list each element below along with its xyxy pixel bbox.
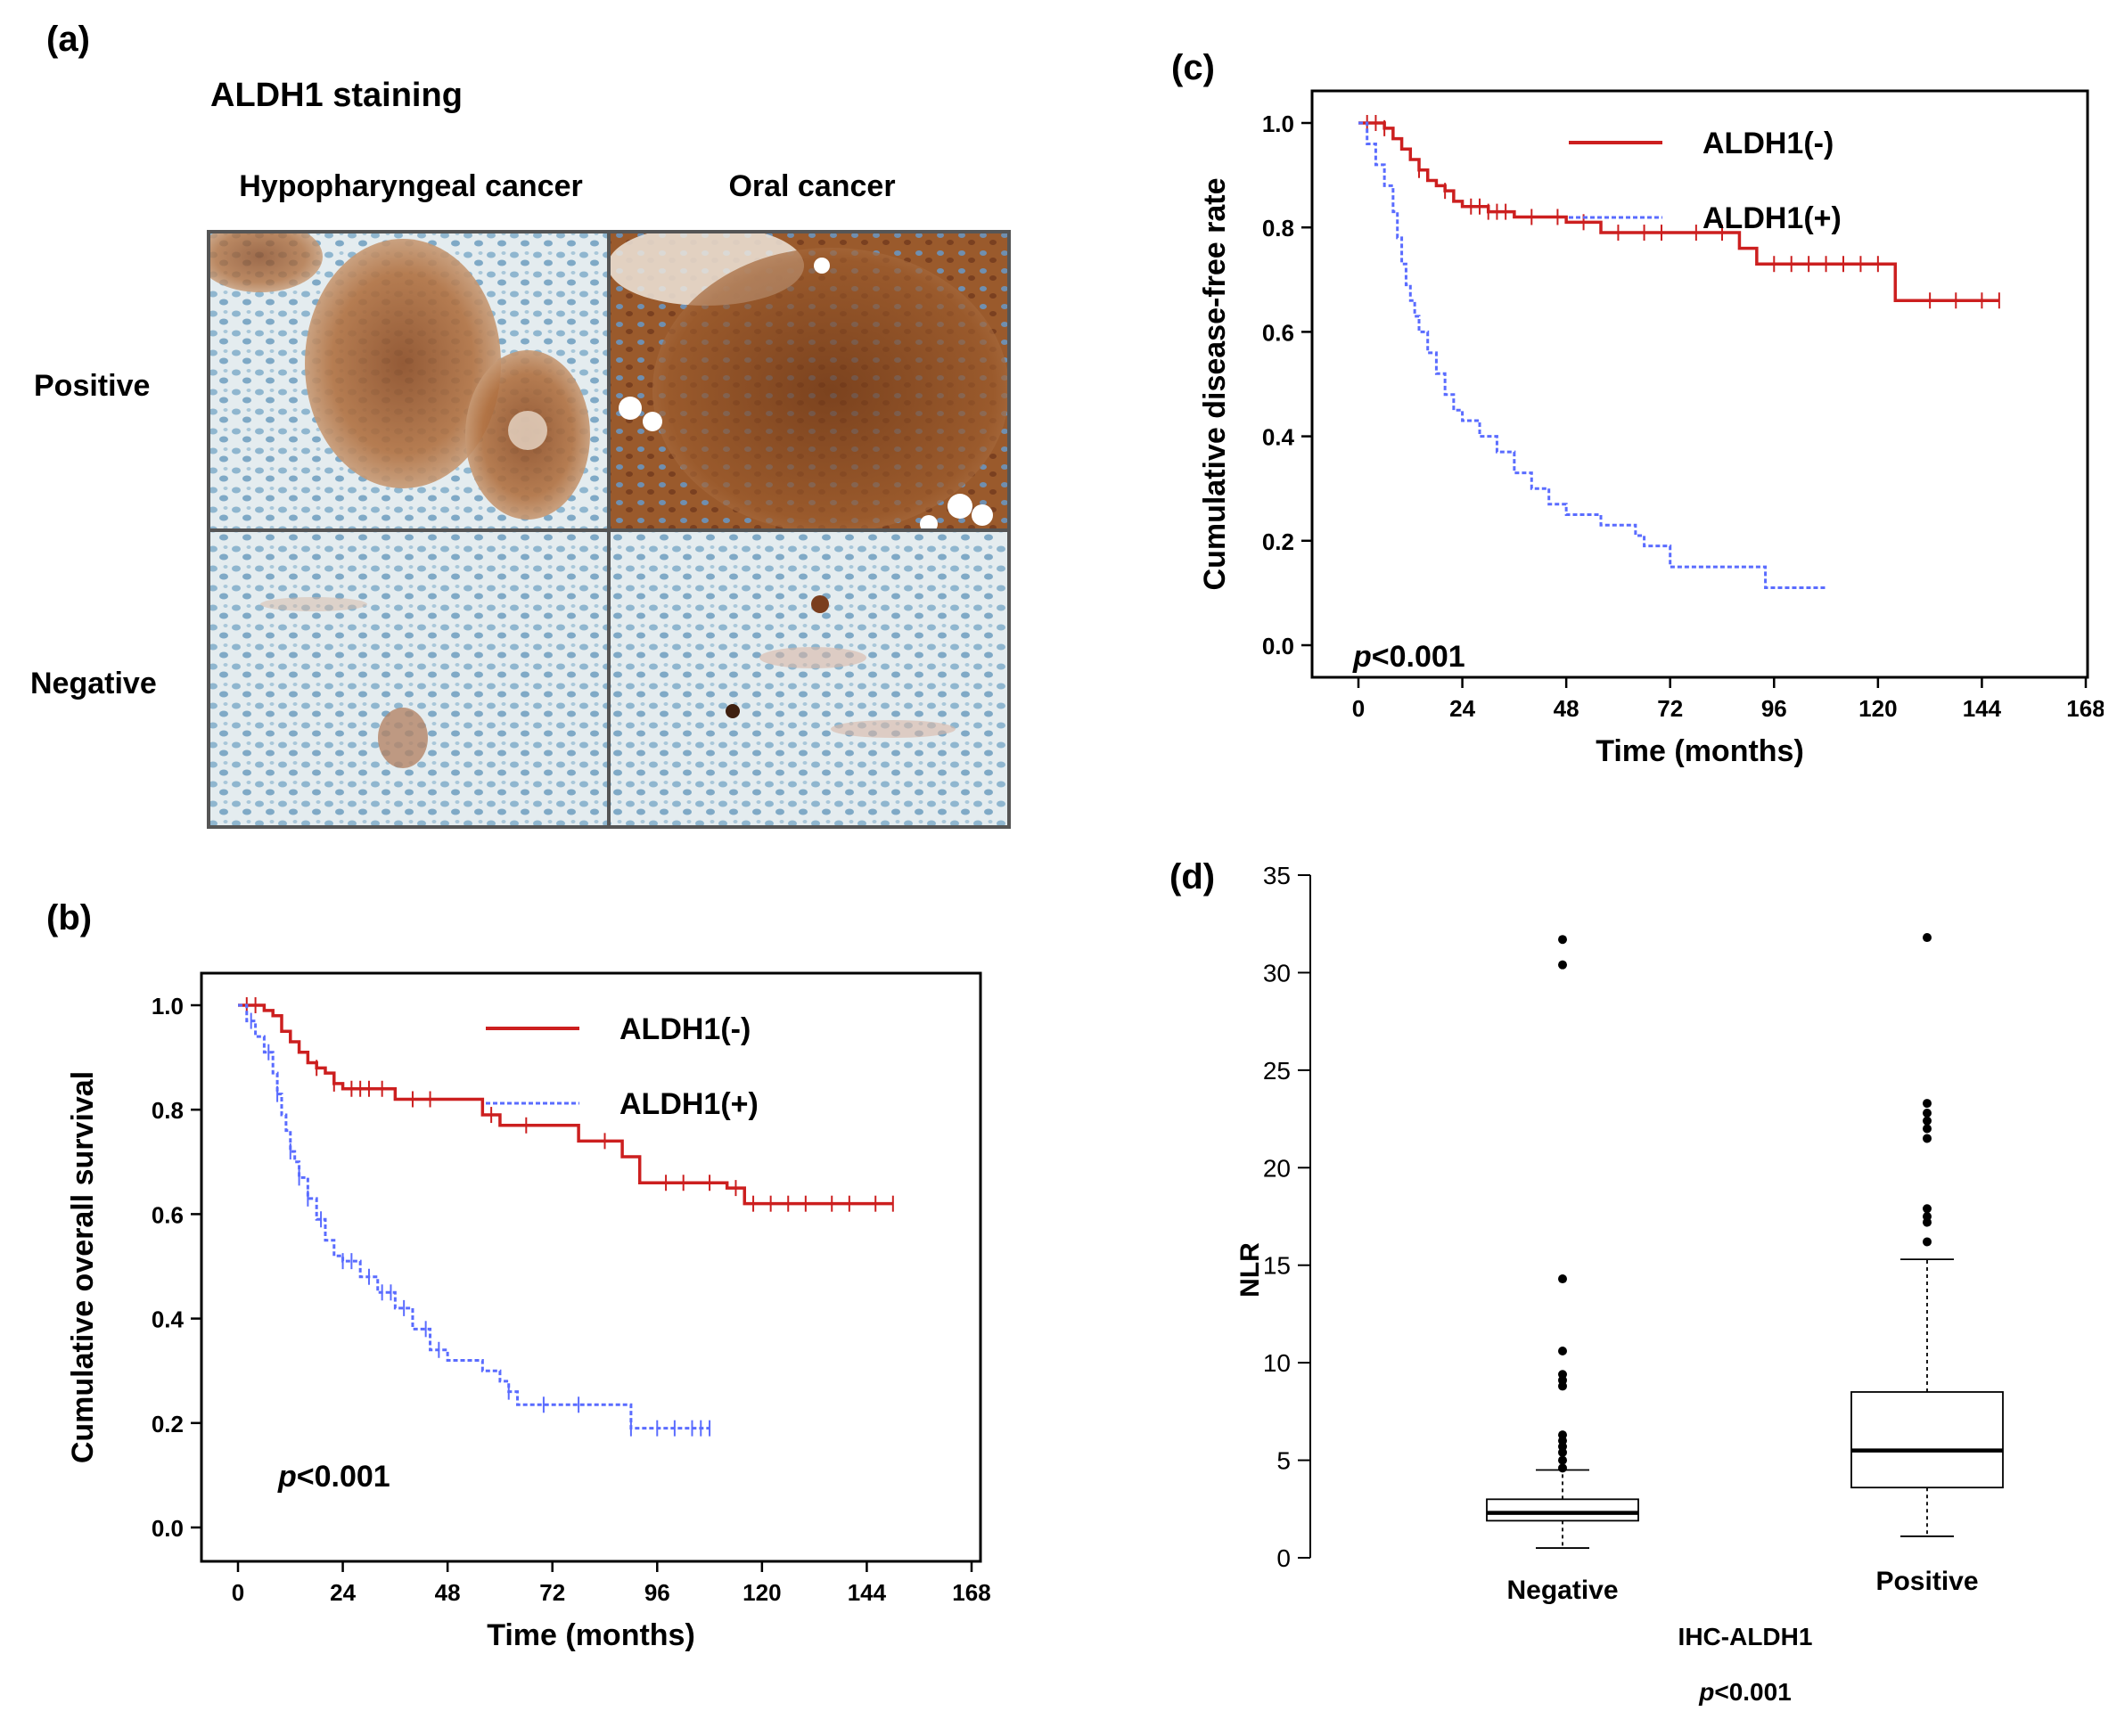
outlier-point — [1923, 1109, 1932, 1118]
y-tick-label: 20 — [1263, 1154, 1291, 1182]
y-tick-label: 10 — [1263, 1349, 1291, 1377]
col-header-hypopharyngeal: Hypopharyngeal cancer — [239, 169, 583, 203]
ihc-hypopharyngeal-positive — [207, 230, 608, 529]
survival-curve — [238, 1003, 893, 1206]
y-tick-label: 0.2 — [152, 1411, 184, 1437]
outlier-point — [1558, 1455, 1567, 1465]
x-tick-label: 72 — [539, 1579, 565, 1606]
panel-c-label: (c) — [1171, 48, 1215, 87]
outlier-point — [1558, 960, 1567, 970]
x-tick-label: 96 — [1761, 695, 1787, 722]
nlr-boxplot-chart: 0 5 10 15 20 25 30 35 NLR Negative Positive IHC-ALD… — [1235, 862, 2004, 1706]
outlier-point — [1558, 1274, 1567, 1284]
row-header-positive: Positive — [34, 369, 151, 403]
outlier-point — [1558, 1370, 1567, 1380]
survival-curve — [1358, 121, 1999, 302]
y-tick-label: 0.4 — [152, 1306, 185, 1333]
series-aldh1-negative — [1358, 115, 2000, 309]
y-tick-label: 25 — [1263, 1057, 1291, 1085]
ihc-oral-negative — [610, 531, 1009, 827]
iqr-box — [1850, 1391, 2004, 1489]
km-disease-free-chart: 0.0 0.2 0.4 0.6 0.8 1.0 0 24 48 72 96 120 144 168 Time… — [1198, 89, 2104, 768]
box-negative — [1486, 935, 1639, 1549]
x-tick-label: 48 — [435, 1579, 461, 1606]
x-axis-label: Time (months) — [1596, 734, 1804, 768]
plot-frame — [200, 971, 982, 1563]
legend-label: ALDH1(+) — [619, 1087, 759, 1121]
y-tick-label: 0.8 — [1262, 215, 1294, 242]
category-label: Negative — [1506, 1576, 1618, 1605]
y-axis-label: NLR — [1235, 1242, 1265, 1298]
survival-curve — [238, 1003, 710, 1430]
y-axis-label: Cumulative overall survival — [66, 1071, 100, 1463]
outlier-point — [1923, 1134, 1932, 1143]
series-aldh1-positive — [238, 1003, 711, 1437]
x-tick-label: 0 — [232, 1579, 244, 1606]
outlier-point — [1923, 1204, 1932, 1214]
ihc-oral-positive — [608, 230, 1009, 533]
y-tick-label: 0.0 — [1262, 633, 1294, 659]
panel-d-label: (d) — [1169, 857, 1216, 897]
outlier-point — [1558, 1463, 1567, 1473]
x-tick-label: 24 — [1449, 695, 1475, 722]
x-axis-label: Time (months) — [487, 1618, 695, 1652]
outlier-point — [1923, 1124, 1932, 1134]
km-overall-survival-chart: 0.0 0.2 0.4 0.6 0.8 1.0 0 24 48 72 96 120 144 168 Time… — [66, 971, 991, 1652]
panel-a-title: ALDH1 staining — [210, 77, 463, 114]
outlier-point — [1923, 1099, 1932, 1109]
legend-label: ALDH1(-) — [619, 1012, 751, 1046]
ihc-image-grid — [207, 230, 1011, 829]
x-tick-label: 96 — [644, 1579, 670, 1606]
y-tick-label: 35 — [1263, 862, 1291, 889]
x-tick-label: 120 — [1858, 695, 1897, 722]
p-value: p<0.001 — [1698, 1678, 1792, 1706]
row-header-negative: Negative — [30, 667, 157, 700]
outlier-point — [1923, 1116, 1932, 1126]
y-tick-label: 0.2 — [1262, 528, 1294, 555]
category-label: Positive — [1875, 1567, 1978, 1596]
iqr-box — [1486, 1498, 1639, 1522]
y-tick-label: 15 — [1263, 1252, 1291, 1280]
series-aldh1-negative — [238, 997, 894, 1212]
y-tick-label: 0.6 — [1262, 319, 1294, 346]
ihc-hypopharyngeal-negative — [209, 531, 608, 827]
x-tick-label: 144 — [848, 1579, 887, 1606]
survival-curve — [1358, 121, 1826, 590]
y-tick-label: 1.0 — [152, 993, 184, 1019]
outlier-point — [1558, 935, 1567, 945]
y-tick-label: 0.0 — [152, 1515, 184, 1542]
x-axis-label: IHC-ALDH1 — [1678, 1623, 1813, 1650]
y-axis-label: Cumulative disease-free rate — [1198, 178, 1232, 591]
y-tick-label: 0 — [1276, 1544, 1291, 1572]
x-tick-label: 24 — [330, 1579, 356, 1606]
y-tick-label: 30 — [1263, 959, 1291, 987]
plot-frame — [1310, 89, 2089, 679]
outlier-point — [1923, 1237, 1932, 1247]
panel-b-label: (b) — [46, 898, 93, 938]
y-tick-label: 0.6 — [152, 1201, 184, 1228]
x-tick-label: 0 — [1352, 695, 1365, 722]
x-tick-label: 168 — [952, 1579, 990, 1606]
panel-a-label: (a) — [46, 20, 90, 59]
x-tick-label: 144 — [1963, 695, 2002, 722]
p-value: p<0.001 — [277, 1460, 390, 1494]
y-tick-label: 1.0 — [1262, 111, 1294, 137]
x-tick-label: 168 — [2066, 695, 2104, 722]
legend-label: ALDH1(+) — [1702, 201, 1842, 235]
y-tick-label: 5 — [1276, 1447, 1291, 1475]
outlier-point — [1558, 1347, 1567, 1356]
x-tick-label: 48 — [1554, 695, 1579, 722]
col-header-oral: Oral cancer — [728, 169, 896, 203]
y-tick-label: 0.4 — [1262, 424, 1295, 451]
series-aldh1-positive — [1358, 121, 1826, 590]
legend-label: ALDH1(-) — [1702, 127, 1834, 160]
x-tick-label: 72 — [1657, 695, 1683, 722]
outlier-point — [1558, 1430, 1567, 1440]
outlier-point — [1923, 933, 1932, 943]
x-tick-label: 120 — [743, 1579, 781, 1606]
box-positive — [1850, 933, 2004, 1537]
y-tick-label: 0.8 — [152, 1097, 184, 1124]
p-value: p<0.001 — [1352, 640, 1465, 674]
outlier-point — [1923, 1212, 1932, 1221]
